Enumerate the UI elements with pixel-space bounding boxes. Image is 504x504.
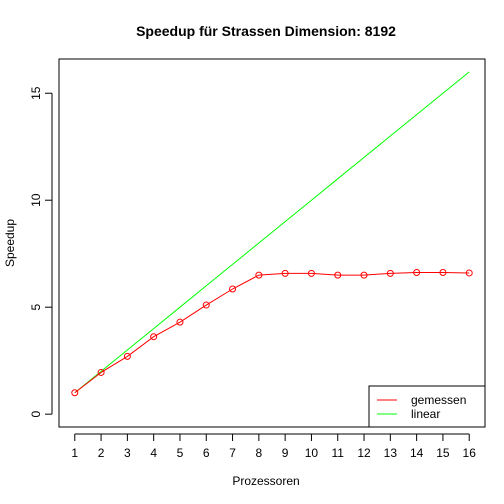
data-point-gemessen bbox=[255, 271, 263, 279]
data-point-gemessen bbox=[202, 301, 210, 309]
x-tick-label: 2 bbox=[98, 446, 105, 460]
x-tick-label: 15 bbox=[436, 446, 450, 460]
x-axis-label: Prozessoren bbox=[232, 474, 299, 488]
legend: gemessen linear bbox=[368, 385, 486, 428]
x-tick-label: 9 bbox=[282, 446, 289, 460]
legend-label-linear: linear bbox=[411, 407, 440, 421]
x-tick-label: 7 bbox=[229, 446, 236, 460]
x-tick-label: 13 bbox=[384, 446, 398, 460]
data-point-gemessen bbox=[360, 271, 368, 279]
x-tick-label: 4 bbox=[150, 446, 157, 460]
x-tick-label: 10 bbox=[305, 446, 319, 460]
y-axis: 0 5 10 15 bbox=[29, 86, 53, 418]
data-point-gemessen bbox=[123, 352, 131, 360]
series-line-linear bbox=[74, 71, 470, 394]
x-tick-label: 14 bbox=[410, 446, 424, 460]
x-tick-label: 12 bbox=[357, 446, 371, 460]
y-tick-label: 0 bbox=[29, 411, 43, 418]
chart-title: Speedup für Strassen Dimension: 8192 bbox=[136, 23, 396, 39]
legend-label-gemessen: gemessen bbox=[411, 393, 466, 407]
series-layer bbox=[71, 71, 473, 397]
x-tick-label: 5 bbox=[177, 446, 184, 460]
data-point-gemessen bbox=[334, 271, 342, 279]
data-point-gemessen bbox=[150, 333, 158, 341]
data-point-gemessen bbox=[229, 285, 237, 293]
legend-box bbox=[368, 385, 486, 428]
data-point-gemessen bbox=[439, 269, 447, 277]
data-point-gemessen bbox=[465, 269, 473, 277]
y-axis-label: Speedup bbox=[3, 219, 17, 267]
y-tick-label: 15 bbox=[29, 86, 43, 100]
x-tick-label: 8 bbox=[256, 446, 263, 460]
series-line-gemessen bbox=[74, 272, 470, 394]
plot-area bbox=[58, 58, 486, 428]
x-tick-label: 16 bbox=[463, 446, 477, 460]
x-tick-label: 11 bbox=[332, 446, 345, 460]
data-point-gemessen bbox=[176, 318, 184, 326]
data-point-gemessen bbox=[71, 389, 79, 397]
x-tick-label: 3 bbox=[124, 446, 131, 460]
x-tick-label: 6 bbox=[203, 446, 210, 460]
y-tick-label: 5 bbox=[29, 304, 43, 311]
data-point-gemessen bbox=[97, 368, 105, 376]
x-tick-label: 1 bbox=[71, 446, 78, 460]
y-tick-label: 10 bbox=[29, 193, 43, 207]
x-axis: 1 2 3 4 5 6 7 8 9 10 11 12 13 14 15 16 bbox=[71, 433, 477, 460]
data-point-gemessen bbox=[386, 269, 394, 277]
data-point-gemessen bbox=[281, 269, 289, 277]
data-point-gemessen bbox=[413, 269, 421, 277]
data-point-gemessen bbox=[307, 269, 315, 277]
